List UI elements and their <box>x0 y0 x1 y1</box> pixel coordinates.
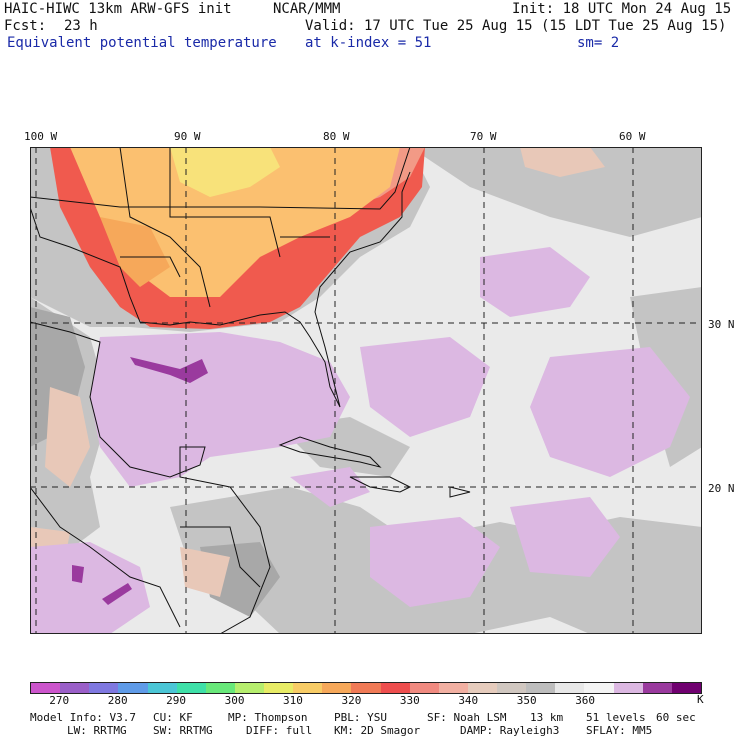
colorbar-swatch <box>438 683 468 693</box>
colorbar-swatch <box>380 683 410 693</box>
colorbar-swatch <box>555 683 585 693</box>
cu-scheme: CU: KF <box>153 711 193 724</box>
damp-scheme: DAMP: Rayleigh3 <box>460 724 560 737</box>
colorbar-swatch <box>613 683 643 693</box>
smoothing-info: sm= 2 <box>577 35 620 51</box>
timestep: 60 sec <box>656 711 696 724</box>
colorbar-swatch <box>60 683 90 693</box>
lon-label-80w: 80 W <box>323 130 350 143</box>
org-label: NCAR/MMM <box>273 1 341 17</box>
forecast-label: Fcst: <box>4 18 47 34</box>
model-info: Model Info: V3.7 <box>30 711 136 724</box>
coastlines <box>30 147 471 634</box>
lon-label-70w: 70 W <box>470 130 497 143</box>
colorbar-tick-label: 310 <box>283 694 303 707</box>
colorbar-swatch <box>497 683 527 693</box>
colorbar-swatch <box>642 683 672 693</box>
vertical-levels: 51 levels <box>586 711 646 724</box>
diff-scheme: DIFF: full <box>246 724 313 737</box>
colorbar-tick-label: 340 <box>458 694 479 707</box>
colorbar-tick-label: 270 <box>49 694 70 707</box>
sf-scheme: SF: Noah LSM <box>427 711 507 724</box>
lat-lon-grid <box>30 147 702 634</box>
lon-label-100w: 100 W <box>24 130 58 143</box>
forecast-hour: 23 h <box>64 18 98 34</box>
colorbar-swatch <box>467 683 497 693</box>
colorbar-swatch <box>584 683 614 693</box>
mp-scheme: MP: Thompson <box>228 711 308 724</box>
colorbar-swatch <box>176 683 206 693</box>
colorbar-tick-label: 280 <box>107 694 128 707</box>
lw-scheme: LW: RRTMG <box>67 724 127 737</box>
colorbar-swatch <box>118 683 148 693</box>
lilac-regions <box>30 247 690 634</box>
colorbar-swatch <box>264 683 294 693</box>
colorbar-swatch <box>409 683 439 693</box>
colorbar-tick-label: 320 <box>341 694 362 707</box>
colorbar-swatch <box>293 683 323 693</box>
lon-label-60w: 60 W <box>619 130 646 143</box>
theta-e-map <box>30 147 702 634</box>
colorbar <box>30 682 702 694</box>
level-info: at k-index = 51 <box>305 35 432 51</box>
colorbar-tick-label: 300 <box>224 694 245 707</box>
colorbar-tick-label: 290 <box>166 694 187 707</box>
lat-label-30n: 30 N <box>708 318 735 331</box>
sw-scheme: SW: RRTMG <box>153 724 213 737</box>
grid-spacing: 13 km <box>530 711 564 724</box>
colorbar-swatch <box>322 683 352 693</box>
purple-streaks <box>72 357 208 605</box>
colorbar-swatch <box>147 683 177 693</box>
map-canvas <box>30 147 702 634</box>
model-title: HAIC-HIWC 13km ARW-GFS init <box>4 1 232 17</box>
km-scheme: KM: 2D Smagor <box>334 724 421 737</box>
field-name: Equivalent potential temperature <box>7 35 277 51</box>
colorbar-tick-label: 350 <box>516 694 537 707</box>
map-frame <box>30 147 702 634</box>
colorbar-swatch <box>89 683 119 693</box>
colorbar-swatch <box>526 683 556 693</box>
colorbar-swatch <box>351 683 381 693</box>
colorbar-swatch <box>205 683 235 693</box>
lat-label-20n: 20 N <box>708 482 735 495</box>
init-time: Init: 18 UTC Mon 24 Aug 15 <box>512 1 732 17</box>
colorbar-tick-label: 360 <box>575 694 596 707</box>
lon-label-90w: 90 W <box>174 130 201 143</box>
pbl-scheme: PBL: YSU <box>334 711 387 724</box>
colorbar-swatch <box>31 683 61 693</box>
colorbar-tick-label: 330 <box>399 694 420 707</box>
colorbar-swatch <box>234 683 264 693</box>
sflay-scheme: SFLAY: MM5 <box>586 724 653 737</box>
colorbar-unit: K <box>697 693 704 706</box>
colorbar-swatch <box>671 683 701 693</box>
valid-time: Valid: 17 UTC Tue 25 Aug 15 (15 LDT Tue … <box>305 18 727 34</box>
warm-region <box>50 147 425 329</box>
